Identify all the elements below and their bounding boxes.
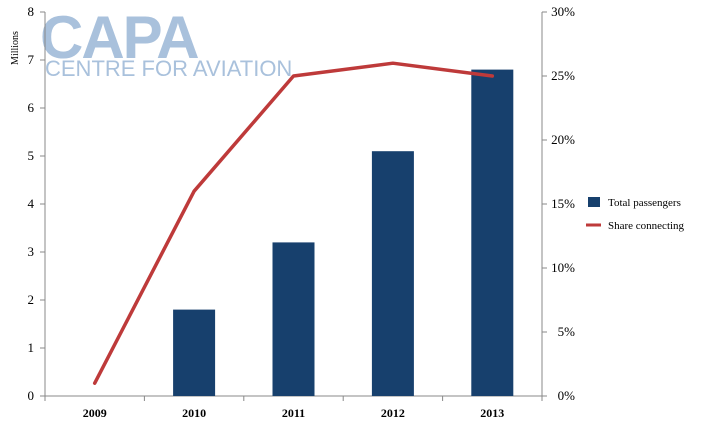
x-axis-tick-label: 2012 bbox=[381, 406, 405, 420]
left-axis-tick-label: 8 bbox=[28, 4, 35, 19]
legend-swatch-total-passengers bbox=[588, 197, 600, 207]
x-axis-tick-label: 2011 bbox=[282, 406, 305, 420]
right-axis-tick-label: 20% bbox=[551, 132, 575, 147]
left-axis-tick-label: 4 bbox=[28, 196, 35, 211]
bar-total-passengers bbox=[173, 309, 216, 396]
capa-logo: CAPA CENTRE FOR AVIATION bbox=[40, 4, 292, 81]
legend-label-total-passengers: Total passengers bbox=[608, 197, 681, 209]
x-axis-tick-label: 2013 bbox=[480, 406, 504, 420]
right-axis-tick-label: 5% bbox=[558, 324, 576, 339]
x-axis-tick-label: 2009 bbox=[83, 406, 107, 420]
right-axis-tick-label: 0% bbox=[558, 388, 576, 403]
bar-total-passengers bbox=[471, 69, 514, 396]
line-share-connecting bbox=[92, 61, 495, 385]
left-axis-tick-label: 2 bbox=[28, 292, 35, 307]
left-axis-tick-label: 3 bbox=[28, 244, 35, 259]
right-axis-tick-label: 15% bbox=[551, 196, 575, 211]
left-axis-tick-label: 6 bbox=[28, 100, 35, 115]
right-axis-tick-label: 30% bbox=[551, 4, 575, 19]
x-axis-tick-label: 2010 bbox=[182, 406, 206, 420]
left-axis-tick-label: 1 bbox=[28, 340, 35, 355]
right-axis-tick-label: 25% bbox=[551, 68, 575, 83]
right-axis-tick-label: 10% bbox=[551, 260, 575, 275]
logo-main-text: CAPA bbox=[40, 4, 198, 71]
legend-label-share-connecting: Share connecting bbox=[608, 220, 685, 232]
plot-area: 0 1 2 3 4 5 6 7 8 0% 5% 10% 15% 20% 25% 30% 2009 2010 2011… bbox=[28, 4, 576, 420]
bar-total-passengers bbox=[371, 151, 414, 396]
bar-total-passengers bbox=[272, 242, 315, 396]
logo-sub-text: CENTRE FOR AVIATION bbox=[45, 56, 292, 81]
left-axis-tick-label: 5 bbox=[28, 148, 35, 163]
left-axis-tick-label: 7 bbox=[28, 52, 35, 67]
y-axis-label: Millions bbox=[10, 31, 21, 65]
left-axis-tick-label: 0 bbox=[28, 388, 35, 403]
legend: Total passengers Share connecting bbox=[586, 197, 685, 232]
